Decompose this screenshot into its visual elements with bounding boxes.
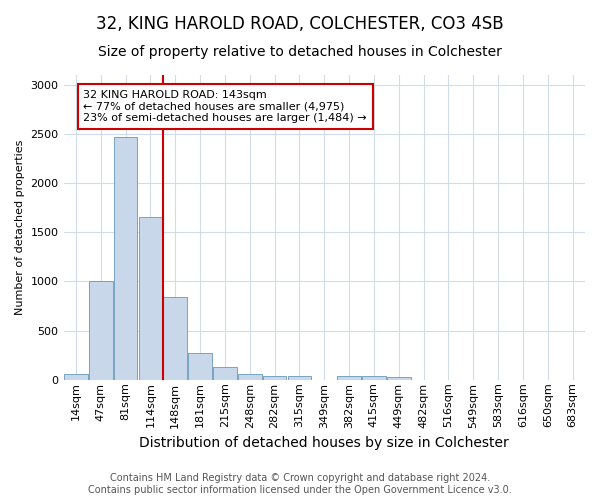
Bar: [89, 282, 113, 380]
Text: 32, KING HAROLD ROAD, COLCHESTER, CO3 4SB: 32, KING HAROLD ROAD, COLCHESTER, CO3 4S…: [96, 15, 504, 33]
Bar: [188, 353, 212, 380]
Text: 32 KING HAROLD ROAD: 143sqm
← 77% of detached houses are smaller (4,975)
23% of : 32 KING HAROLD ROAD: 143sqm ← 77% of det…: [83, 90, 367, 123]
Y-axis label: Number of detached properties: Number of detached properties: [15, 140, 25, 315]
Bar: [114, 137, 137, 380]
Bar: [263, 376, 286, 380]
Bar: [238, 374, 262, 380]
Text: Size of property relative to detached houses in Colchester: Size of property relative to detached ho…: [98, 45, 502, 59]
Bar: [213, 368, 237, 380]
Bar: [362, 376, 386, 380]
Bar: [287, 376, 311, 380]
Bar: [163, 297, 187, 380]
Bar: [64, 374, 88, 380]
Text: Contains HM Land Registry data © Crown copyright and database right 2024.
Contai: Contains HM Land Registry data © Crown c…: [88, 474, 512, 495]
Bar: [387, 378, 410, 380]
Bar: [139, 216, 162, 380]
Bar: [337, 376, 361, 380]
X-axis label: Distribution of detached houses by size in Colchester: Distribution of detached houses by size …: [139, 436, 509, 450]
